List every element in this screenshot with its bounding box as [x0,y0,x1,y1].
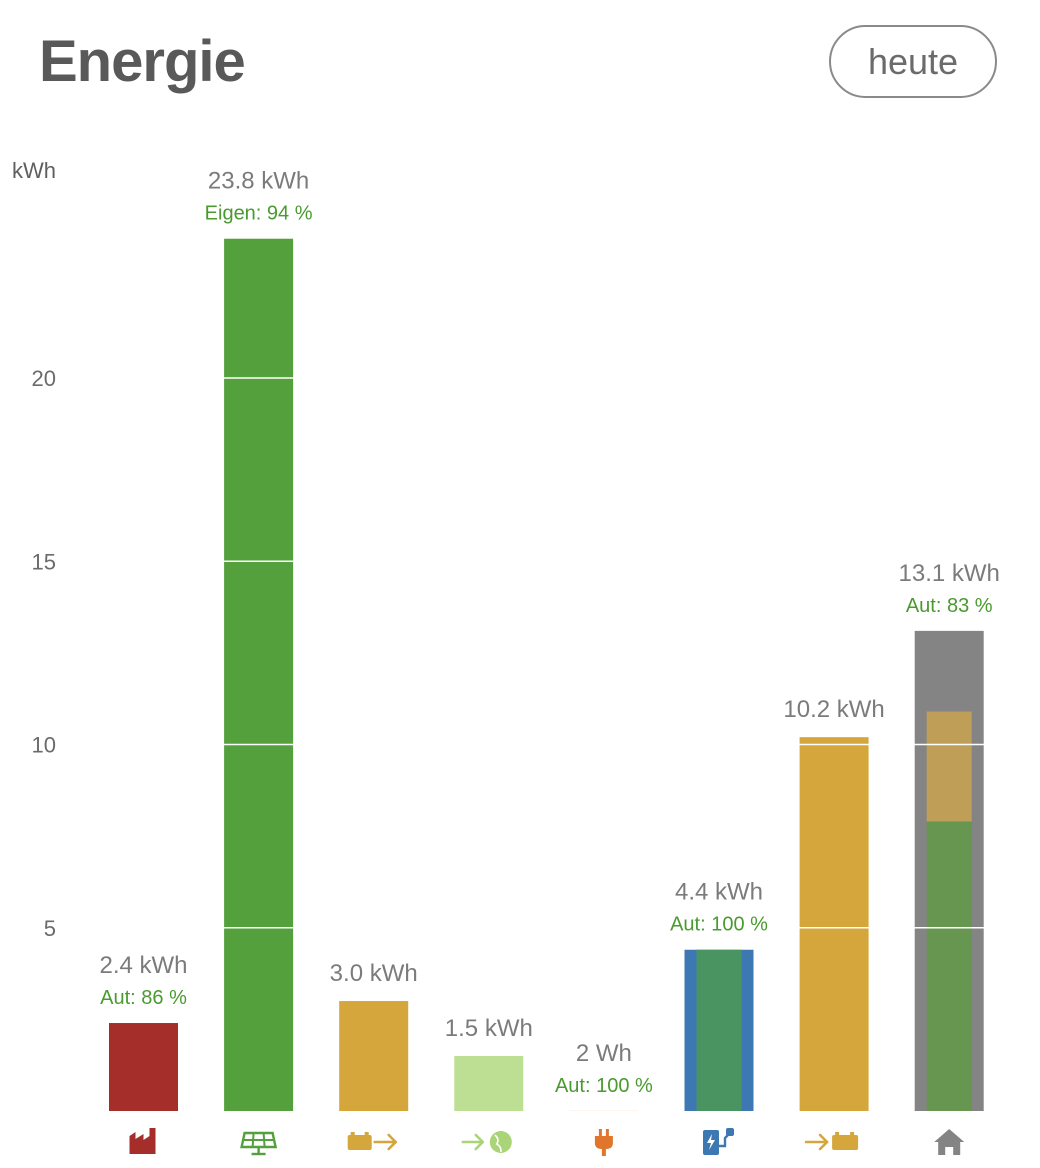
bar-house-pv-share [926,821,972,1111]
bar-house-battery-share [926,711,972,822]
bar-value-label: 3.0 kWh [330,960,418,987]
solar-panel-icon [240,1131,278,1156]
y-tick-label: 15 [32,549,56,574]
grid-export-icon [461,1131,512,1153]
battery-charge-icon [804,1132,859,1151]
y-axis-unit-label: kWh [12,158,56,183]
bar-share-label: Aut: 100 % [670,914,768,936]
bar-share-label: Aut: 86 % [100,987,187,1009]
bar-share-label: Aut: 100 % [555,1075,653,1097]
bar-value-label: 1.5 kWh [445,1015,533,1042]
bar-wallbox-pv-share [696,949,742,1111]
bar-value-label: 10.2 kWh [783,696,884,723]
bar-pv [224,238,294,1112]
bar-value-label: 2.4 kWh [99,952,187,979]
y-tick-label: 20 [32,366,56,391]
bar-value-label: 23.8 kWh [208,168,309,195]
plug-icon [594,1129,613,1156]
y-tick-label: 10 [32,733,56,758]
ev-charger-icon [703,1128,734,1155]
bar-share-label: Eigen: 94 % [205,203,313,225]
y-tick-label: 5 [44,916,56,941]
bar-grid_import [109,1023,178,1111]
factory-icon [129,1128,156,1154]
bar-battery [339,1001,409,1111]
battery-discharge-icon [347,1132,397,1151]
bar-grid_export [454,1056,524,1111]
house-icon [934,1129,965,1155]
bar-battery [799,737,869,1111]
bar-value-label: 13.1 kWh [899,560,1000,587]
page-title: Energie [39,29,246,94]
bar-value-label: 4.4 kWh [675,879,763,906]
period-button[interactable]: heute [829,25,997,98]
bar-share-label: Aut: 83 % [906,595,993,617]
bar-value-label: 2 Wh [576,1040,632,1067]
